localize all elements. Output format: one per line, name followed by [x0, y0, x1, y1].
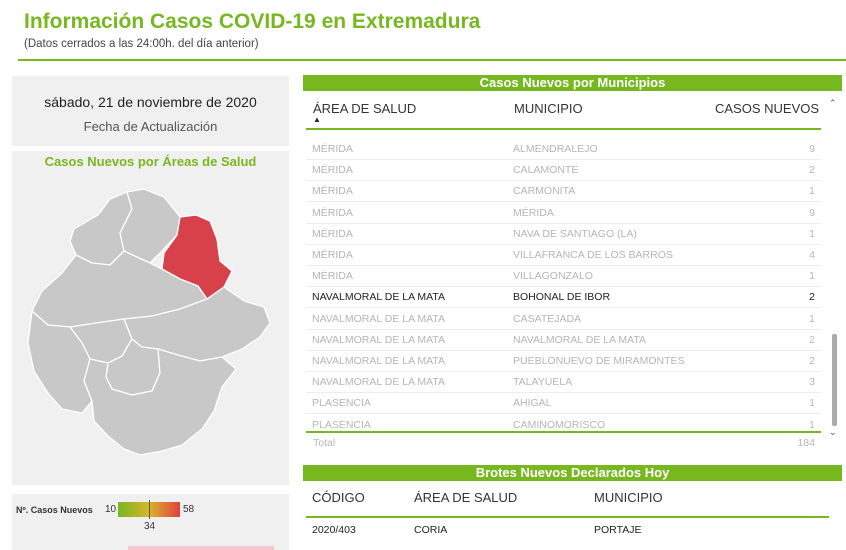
- cell-municipio: Nava de Santiago (La): [513, 227, 637, 240]
- table-row[interactable]: Mérida Villagonzalo 1: [306, 266, 821, 288]
- cell-municipio: Villafranca de los Barros: [513, 249, 673, 261]
- cell-area: Navalmoral de la Mata: [312, 291, 446, 304]
- municipios-table-title: Casos Nuevos por Municipios: [303, 75, 842, 91]
- cell-area: Plasencia: [312, 397, 371, 410]
- table-row[interactable]: Navalmoral de la Mata Navalmoral de la Ma…: [306, 330, 821, 351]
- brotes-column-municipio[interactable]: MUNICIPIO: [594, 490, 663, 505]
- cell-casos: 9: [809, 143, 815, 155]
- page-subtitle: (Datos cerrados a las 24:00h. del día an…: [24, 38, 259, 50]
- total-label: Total: [313, 437, 336, 449]
- cell-casos: 1: [809, 227, 815, 240]
- cell-municipio: Carmonita: [513, 185, 576, 198]
- page-title: Información Casos COVID-19 en Extremadur…: [24, 10, 481, 33]
- cell-casos: 1: [809, 397, 815, 410]
- health-areas-map-card: Casos Nuevos por Áreas de Salud: [12, 151, 289, 485]
- cell-municipio: Casatejada: [513, 312, 582, 325]
- table-header-divider: [306, 128, 821, 130]
- table-row[interactable]: Mérida Mérida 9: [306, 203, 821, 224]
- municipios-table-body[interactable]: Mérida Almendralejo 9 Mérida Calamonte 2 Mérid…: [306, 131, 821, 430]
- cell-area: Navalmoral de la Mata: [312, 333, 446, 346]
- cell-area: Mérida: [312, 270, 353, 283]
- column-header-area[interactable]: ÁREA DE SALUD: [313, 101, 417, 116]
- table-row[interactable]: Mérida Villafranca de los Barros 4: [306, 245, 821, 266]
- table-row[interactable]: Plasencia Ahigal 1: [306, 393, 821, 415]
- cell-casos: 3: [809, 376, 815, 389]
- map-legend: Nº. Casos Nuevos 10 58 34: [12, 494, 289, 550]
- table-row[interactable]: Mérida Nava de Santiago (La) 1: [306, 224, 821, 245]
- cell-area: Navalmoral de la Mata: [312, 355, 446, 367]
- cell-casos: 2: [809, 355, 815, 367]
- brotes-cell-area: CORIA: [414, 524, 448, 536]
- cell-municipio: Caminomorisco: [513, 418, 606, 430]
- brotes-header-divider: [306, 516, 829, 518]
- brotes-cell-codigo: 2020/403: [312, 524, 356, 536]
- region-plasencia[interactable]: [119, 188, 181, 264]
- legend-min: 10: [105, 504, 117, 515]
- cell-casos: 9: [809, 206, 815, 219]
- map-title: Casos Nuevos por Áreas de Salud: [44, 154, 257, 169]
- cell-area: Navalmoral de la Mata: [312, 376, 446, 389]
- cell-municipio: Calamonte: [513, 164, 579, 177]
- update-date: sábado, 21 de noviembre de 2020: [44, 94, 257, 110]
- brotes-table-title: Brotes Nuevos Declarados Hoy: [303, 465, 842, 481]
- table-row[interactable]: Navalmoral de la Mata Bohonal de Ibor 2: [306, 287, 821, 309]
- cell-area: Mérida: [312, 227, 353, 240]
- legend-mid: 34: [144, 521, 156, 532]
- extremadura-map: [27, 188, 271, 456]
- cell-casos: 1: [809, 270, 815, 283]
- cell-area: Mérida: [312, 249, 353, 261]
- cell-municipio: Mérida: [513, 206, 554, 219]
- table-row[interactable]: Plasencia Caminomorisco 1: [306, 415, 821, 430]
- cell-casos: 2: [809, 164, 815, 177]
- cell-municipio: Pueblonuevo de Miramontes: [513, 355, 685, 367]
- brotes-column-codigo[interactable]: CÓDIGO: [312, 490, 365, 505]
- cell-municipio: Navalmoral de la Mata: [513, 333, 647, 346]
- scroll-up-icon[interactable]: ⌃: [829, 98, 837, 108]
- cell-municipio: Villagonzalo: [513, 270, 593, 283]
- scrollbar-thumb[interactable]: [832, 334, 837, 426]
- title-divider: [18, 59, 846, 61]
- cell-area: Navalmoral de la Mata: [312, 312, 446, 325]
- cell-casos: 1: [809, 185, 815, 198]
- brotes-cell-municipio: PORTAJE: [594, 524, 642, 536]
- map-regions: [27, 188, 271, 456]
- cell-area: Plasencia: [312, 418, 371, 430]
- table-row[interactable]: Navalmoral de la Mata Pueblonuevo de Mira…: [306, 351, 821, 372]
- cell-municipio: Almendralejo: [513, 143, 598, 155]
- cell-casos: 1: [809, 312, 815, 325]
- cell-casos: 4: [809, 249, 815, 261]
- update-date-card: sábado, 21 de noviembre de 2020 Fecha de…: [12, 76, 289, 146]
- table-row[interactable]: Mérida Calamonte 2: [306, 160, 821, 182]
- sort-ascending-icon[interactable]: ▲: [313, 115, 321, 124]
- legend-midpoint-marker: [149, 500, 150, 519]
- cell-area: Mérida: [312, 164, 353, 177]
- table-row[interactable]: Mérida Carmonita 1: [306, 181, 821, 203]
- table-scrollbar[interactable]: ⌃ ⌄: [829, 96, 839, 440]
- total-divider: [306, 431, 821, 433]
- cell-area: Mérida: [312, 185, 353, 198]
- scroll-down-icon[interactable]: ⌄: [829, 427, 837, 437]
- table-row[interactable]: Navalmoral de la Mata Casatejada 1: [306, 309, 821, 330]
- cell-casos: 2: [809, 333, 815, 346]
- cell-casos: 2: [809, 291, 815, 304]
- total-value: 184: [797, 437, 815, 449]
- column-header-municipio[interactable]: MUNICIPIO: [514, 101, 583, 116]
- cell-municipio: Bohonal de Ibor: [513, 291, 611, 304]
- legend-label: Nº. Casos Nuevos: [16, 505, 93, 515]
- cell-area: Mérida: [312, 206, 353, 219]
- update-date-label: Fecha de Actualización: [83, 119, 218, 134]
- brotes-column-area[interactable]: ÁREA DE SALUD: [414, 490, 518, 505]
- cell-area: Mérida: [312, 143, 353, 155]
- legend-max: 58: [183, 504, 195, 515]
- table-row[interactable]: Mérida Almendralejo 9: [306, 139, 821, 160]
- column-header-casos[interactable]: CASOS NUEVOS: [715, 101, 820, 116]
- cell-casos: 1: [809, 418, 815, 430]
- region-llerena[interactable]: [83, 348, 237, 456]
- table-row[interactable]: Navalmoral de la Mata Talayuela 3: [306, 372, 821, 394]
- next-card-edge: [128, 546, 274, 550]
- cell-municipio: Talayuela: [513, 376, 573, 389]
- cell-municipio: Ahigal: [513, 397, 552, 410]
